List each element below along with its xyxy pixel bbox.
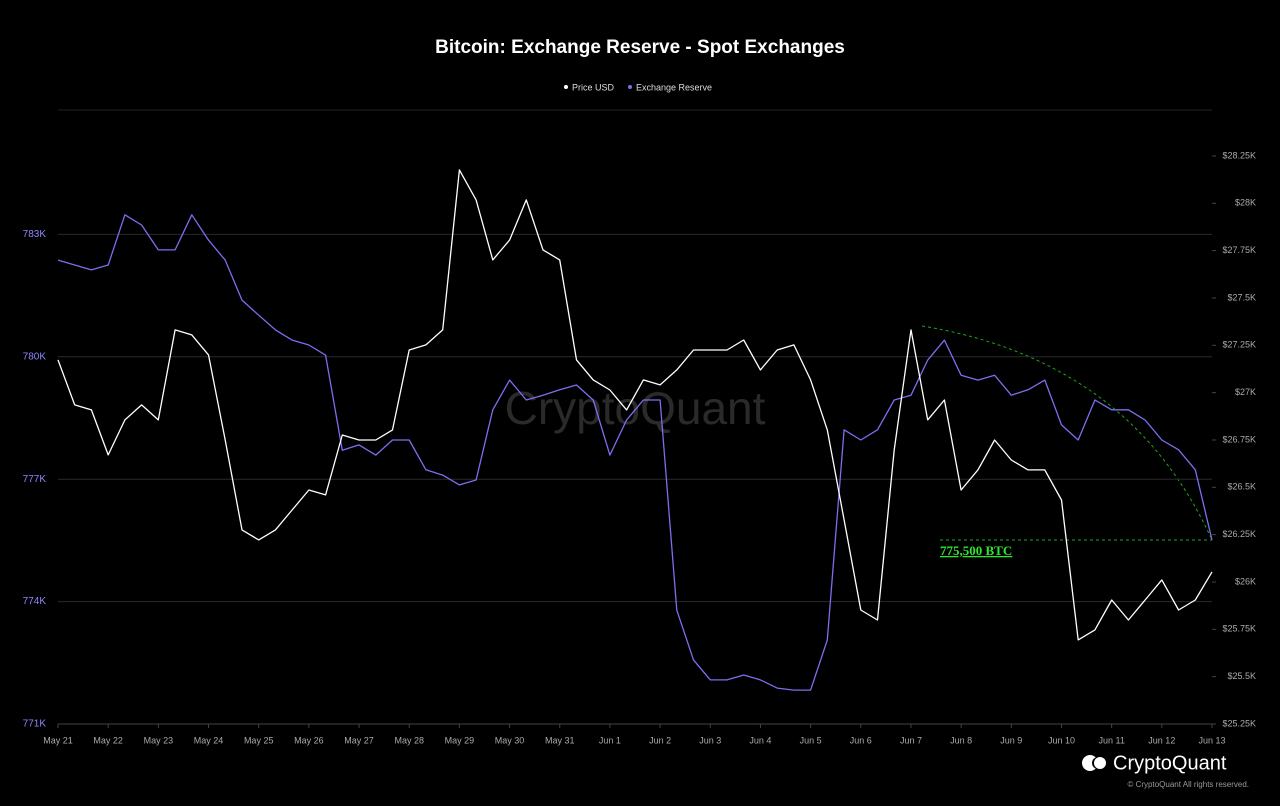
x-tick-label: Jun 4: [749, 735, 771, 745]
legend-label: Price USD: [572, 82, 615, 92]
copyright: © CryptoQuant All rights reserved.: [1128, 780, 1250, 789]
x-tick-label: May 28: [394, 735, 424, 745]
y-tick-label: 777K: [23, 474, 47, 485]
x-tick-label: May 22: [93, 735, 123, 745]
y2-tick-label: $27.25K: [1222, 340, 1256, 350]
x-tick-label: May 25: [244, 735, 274, 745]
brand: CryptoQuant: [1113, 752, 1227, 774]
y2-tick-label: $27.5K: [1227, 292, 1256, 302]
annotation: 775,500 BTC: [940, 543, 1012, 558]
x-tick-label: May 30: [495, 735, 525, 745]
y2-tick-label: $26.75K: [1222, 434, 1256, 444]
y2-tick-label: $27.75K: [1222, 245, 1256, 255]
x-tick-label: May 23: [144, 735, 174, 745]
x-tick-label: May 27: [344, 735, 374, 745]
y-tick-label: 783K: [23, 229, 47, 240]
x-tick-label: May 24: [194, 735, 224, 745]
legend-label: Exchange Reserve: [636, 82, 712, 92]
x-tick-label: Jun 7: [900, 735, 922, 745]
x-tick-label: May 21: [43, 735, 73, 745]
y2-tick-label: $25.75K: [1222, 624, 1256, 634]
legend-marker: [564, 85, 568, 89]
y-tick-label: 780K: [23, 351, 47, 362]
y2-tick-label: $26K: [1235, 576, 1256, 586]
x-tick-label: Jun 12: [1148, 735, 1175, 745]
x-tick-label: Jun 6: [850, 735, 872, 745]
x-tick-label: Jun 3: [699, 735, 721, 745]
series-line: [57, 169, 1213, 641]
y-tick-label: 771K: [23, 719, 47, 730]
y2-tick-label: $27K: [1235, 387, 1256, 397]
chart-title: Bitcoin: Exchange Reserve - Spot Exchang…: [435, 37, 845, 58]
y2-tick-label: $28.25K: [1222, 150, 1256, 160]
x-tick-label: Jun 10: [1048, 735, 1075, 745]
x-tick-label: Jun 5: [800, 735, 822, 745]
brand-logo: [1082, 755, 1106, 771]
x-tick-label: Jun 8: [950, 735, 972, 745]
logo-dot: [1094, 757, 1106, 769]
x-tick-label: Jun 2: [649, 735, 671, 745]
x-tick-label: Jun 13: [1198, 735, 1225, 745]
y2-tick-label: $26.25K: [1222, 529, 1256, 539]
x-tick-label: Jun 9: [1000, 735, 1022, 745]
y2-tick-label: $25.25K: [1222, 718, 1256, 728]
y2-tick-label: $25.5K: [1227, 671, 1256, 681]
x-tick-label: May 26: [294, 735, 324, 745]
legend-marker: [628, 85, 633, 89]
x-tick-label: May 31: [545, 735, 575, 745]
y2-tick-label: $26.5K: [1227, 482, 1256, 492]
series-line: [57, 214, 1213, 691]
x-tick-label: Jun 11: [1098, 735, 1124, 745]
y2-tick-label: $28K: [1235, 198, 1256, 208]
x-tick-label: Jun 1: [599, 735, 621, 745]
trend-curve: [921, 325, 1213, 541]
y-tick-label: 774K: [23, 596, 47, 607]
x-tick-label: May 29: [445, 735, 475, 745]
watermark: CryptoQuant: [505, 382, 766, 434]
